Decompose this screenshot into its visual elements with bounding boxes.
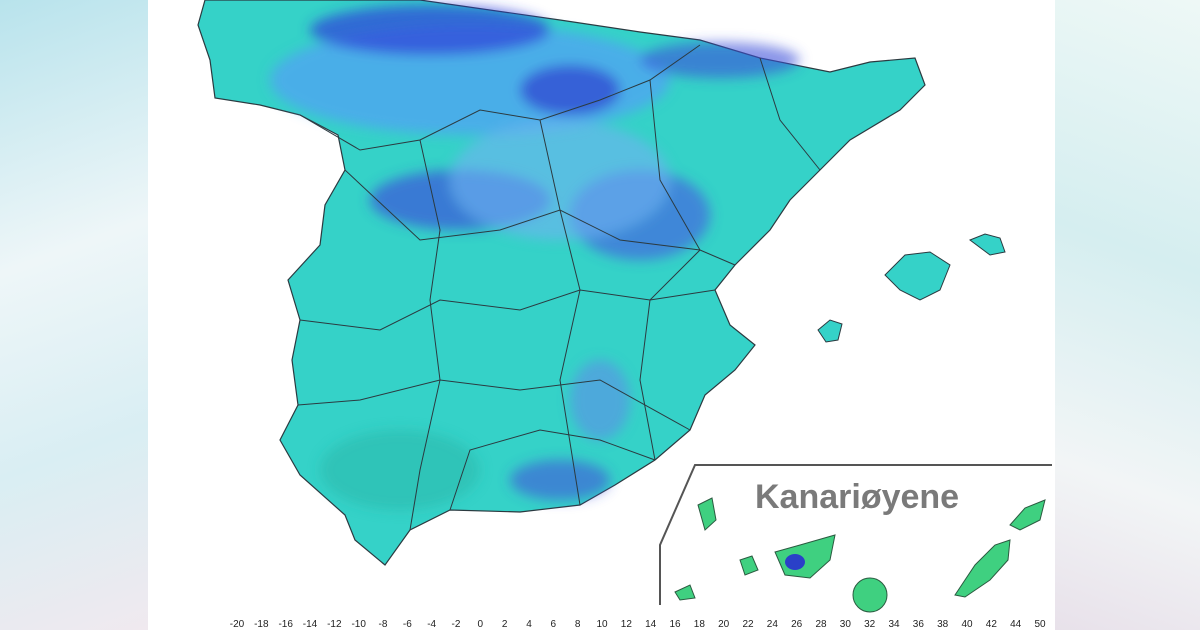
legend-tick-label: 26: [791, 619, 803, 630]
legend-tick-label: 18: [694, 619, 706, 630]
legend: -20 -18 -16 -14 -12 -10 -8 -6 -4 -2 0 2 4 6 8 10 12 14 16 1…: [230, 619, 1046, 630]
island-peak: [785, 554, 805, 570]
blurred-side: [0, 0, 148, 630]
legend-tick-label: 8: [575, 619, 581, 630]
legend-tick-label: 30: [840, 619, 852, 630]
highlands: [270, 5, 800, 510]
legend-tick-label: 50: [1034, 619, 1046, 630]
legend-tick-label: 6: [551, 619, 557, 630]
canary-inset: Kanariøyene: [659, 464, 1052, 613]
legend-tick-label: -12: [327, 619, 342, 630]
legend-tick-label: 20: [718, 619, 730, 630]
legend-tick-label: -8: [379, 619, 388, 630]
legend-tick-label: 24: [767, 619, 779, 630]
legend-tick-label: 32: [864, 619, 876, 630]
legend-tick-label: -18: [254, 619, 269, 630]
legend-tick-label: 10: [596, 619, 608, 630]
legend-tick-label: 0: [478, 619, 484, 630]
legend-tick-label: 38: [937, 619, 949, 630]
legend-tick-label: -4: [427, 619, 436, 630]
legend-tick-label: 34: [888, 619, 900, 630]
legend-tick-label: 14: [645, 619, 657, 630]
legend-tick-label: 2: [502, 619, 508, 630]
legend-tick-label: 40: [961, 619, 973, 630]
legend-tick-label: 16: [669, 619, 681, 630]
legend-tick-label: -10: [351, 619, 366, 630]
mainland: [197, 0, 926, 566]
legend-tick-label: -20: [230, 619, 245, 630]
legend-tick-label: 4: [526, 619, 532, 630]
legend-tick-label: -2: [452, 619, 461, 630]
inset-label: Kanariøyene: [755, 478, 959, 516]
balearic-islands: [817, 233, 1006, 343]
legend-tick-label: 12: [621, 619, 633, 630]
blurred-side: [1055, 0, 1200, 630]
inset-frame: [659, 464, 1052, 605]
legend-tick-label: 42: [986, 619, 998, 630]
legend-tick-label: -14: [303, 619, 318, 630]
legend-tick-label: -6: [403, 619, 412, 630]
legend-tick-label: 36: [913, 619, 925, 630]
legend-tick-label: 22: [742, 619, 754, 630]
legend-tick-label: 28: [815, 619, 827, 630]
legend-tick-label: -16: [278, 619, 293, 630]
region-borders: [297, 44, 821, 531]
legend-tick-label: 44: [1010, 619, 1022, 630]
spain: [197, 0, 1006, 566]
